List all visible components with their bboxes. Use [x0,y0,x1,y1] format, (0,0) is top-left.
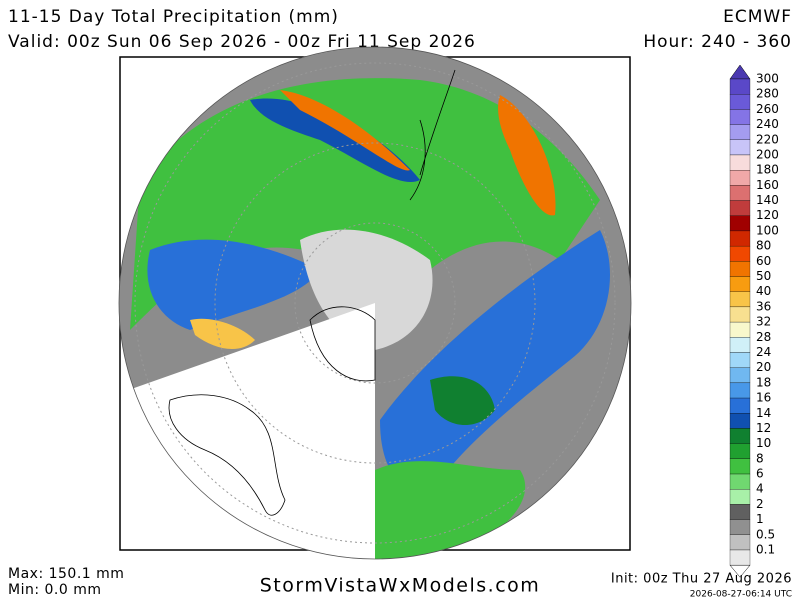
colorbar-label: 220 [756,132,779,146]
latitude-circle [294,222,456,384]
colorbar-swatch [729,489,751,505]
valid-range: Valid: 00z Sun 06 Sep 2026 - 00z Fri 11 … [8,32,476,52]
colorbar-swatch [729,185,751,201]
colorbar-label: 10 [756,436,771,450]
colorbar-label: 260 [756,102,779,116]
colorbar-swatch [729,124,751,140]
colorbar-label: 240 [756,117,779,131]
colorbar-label: 180 [756,163,779,177]
forecast-hour: Hour: 240 - 360 [643,32,792,52]
colorbar-swatch [729,397,751,414]
colorbar-swatch [729,139,751,156]
colorbar-label: 12 [756,421,771,435]
colorbar-swatch [729,109,751,125]
precip-area [380,230,610,487]
map-boundary [118,46,632,560]
colorbar-swatch [729,367,751,384]
colorbar-label: 1 [756,512,764,526]
colorbar-swatch [729,215,751,232]
colorbar-swatch [729,519,751,535]
colorbar-swatch [729,504,751,520]
colorbar-swatch [729,154,751,171]
latitude-circle [214,142,536,464]
colorbar-label: 140 [756,193,779,207]
colorbar-swatch [729,306,751,323]
colorbar-swatch [729,337,751,353]
colorbar-label: 40 [756,284,771,298]
colorbar-swatch [729,549,751,566]
colorbar-label: 28 [756,330,771,344]
colorbar-label: 36 [756,299,771,313]
colorbar-label: 160 [756,178,779,192]
colorbar-swatch [729,291,751,308]
site-name: StormVistaWxModels.com [260,575,541,597]
colorbar-label: 280 [756,87,779,101]
colorbar: 3002802602402202001801601401201008060504… [729,64,779,578]
colorbar-label: 6 [756,467,764,481]
colorbar-label: 32 [756,315,771,329]
colorbar-label: 16 [756,391,771,405]
init-time: Init: 00z Thu 27 Aug 2026 [611,572,792,587]
colorbar-swatch [729,321,751,338]
colorbar-label: 60 [756,254,771,268]
coastline [309,306,376,382]
precip-area [130,78,600,331]
colorbar-swatch [729,352,751,368]
colorbar-label: 14 [756,406,771,420]
coastline [168,394,286,516]
colorbar-label: 80 [756,239,771,253]
colorbar-label: 2 [756,497,764,511]
colorbar-swatch [729,94,751,110]
colorbar-swatch [729,382,751,399]
colorbar-swatch [729,458,751,475]
colorbar-swatch [729,200,751,216]
title: 11-15 Day Total Precipitation (mm) [8,7,339,27]
colorbar-label: 20 [756,360,771,374]
min-value: Min: 0.0 mm [8,582,102,598]
precip-area [190,318,255,350]
colorbar-label: 4 [756,482,764,496]
timestamp: 2026-08-27-06:14 UTC [690,590,792,600]
precip-area [280,90,410,171]
colorbar-label: 8 [756,451,764,465]
colorbar-label: 100 [756,223,779,237]
colorbar-label: 300 [756,72,779,86]
precip-area [498,95,556,216]
precip-area [250,98,420,182]
colorbar-label: 120 [756,208,779,222]
colorbar-swatch [729,276,751,292]
colorbar-swatch [729,413,751,429]
colorbar-bottom-arrow [729,564,751,578]
colorbar-swatch [729,261,751,277]
colorbar-top-arrow [729,64,751,80]
coastline [409,69,456,201]
colorbar-label: 0.5 [756,527,775,541]
model-name: ECMWF [723,7,792,27]
colorbar-swatch [729,78,751,95]
colorbar-label: 18 [756,375,771,389]
colorbar-label: 50 [756,269,771,283]
latitude-circle [134,62,616,544]
colorbar-swatch [729,534,751,551]
colorbar-swatch [729,170,751,186]
colorbar-label: 0.1 [756,543,775,557]
precip-area [430,376,495,425]
colorbar-swatch [729,230,751,247]
precip-field [119,47,631,559]
colorbar-swatch [729,428,751,444]
colorbar-swatch [729,473,751,490]
colorbar-swatch [729,443,751,459]
colorbar-swatch [729,245,751,262]
max-value: Max: 150.1 mm [8,566,124,582]
precip-area [147,239,320,330]
colorbar-label: 24 [756,345,771,359]
colorbar-label: 200 [756,147,779,161]
